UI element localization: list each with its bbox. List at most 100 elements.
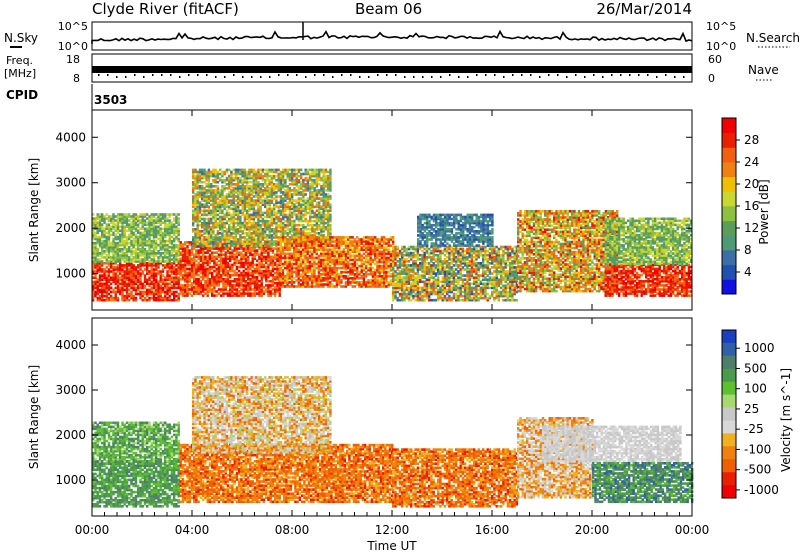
range-cell — [192, 180, 195, 184]
range-cell — [276, 278, 279, 281]
range-cell — [250, 185, 253, 188]
range-cell — [175, 268, 178, 271]
range-cell — [194, 174, 197, 178]
range-cell — [231, 249, 234, 252]
range-cell — [152, 250, 156, 253]
range-cell — [297, 168, 301, 172]
range-cell — [98, 260, 102, 263]
range-cell — [179, 251, 182, 254]
range-cell — [177, 280, 180, 284]
range-cell — [318, 223, 321, 227]
nave-point — [458, 76, 460, 78]
range-cell — [211, 247, 214, 250]
range-cell — [175, 227, 178, 231]
range-cell — [224, 284, 227, 287]
range-cell — [125, 237, 129, 241]
range-cell — [208, 278, 212, 281]
range-cell — [125, 274, 129, 277]
range-cell — [130, 260, 133, 263]
range-cell — [114, 282, 117, 286]
range-cell — [98, 270, 102, 273]
range-cell — [112, 223, 115, 226]
range-cell — [159, 254, 162, 257]
range-cell — [197, 278, 200, 281]
range-cell — [262, 259, 266, 263]
range-cell — [107, 270, 111, 273]
range-cell — [121, 213, 124, 216]
range-cell — [194, 185, 197, 188]
range-cell — [101, 262, 104, 265]
range-cell — [146, 217, 149, 220]
range-cell — [290, 252, 294, 256]
range-cell — [125, 215, 129, 218]
range-cell — [276, 271, 279, 275]
nave-point — [296, 74, 298, 76]
range-cell — [143, 215, 147, 218]
range-cell — [152, 294, 156, 298]
range-cell — [121, 250, 124, 253]
range-cell — [215, 271, 218, 275]
range-cell — [353, 285, 357, 288]
range-cell — [128, 223, 131, 226]
range-cell — [206, 288, 209, 291]
range-cell — [103, 298, 106, 302]
range-cell — [232, 172, 235, 176]
range-cell — [329, 242, 332, 245]
range-cell — [173, 245, 176, 249]
range-cell — [243, 232, 247, 235]
range-cell — [188, 292, 191, 295]
range-cell — [276, 282, 279, 285]
nsearch-tick-high: 10^5 — [706, 20, 736, 33]
range-cell — [128, 272, 131, 275]
range-cell — [311, 236, 314, 239]
range-cell — [228, 191, 231, 194]
range-cell — [267, 271, 270, 275]
range-cell — [247, 255, 250, 259]
range-cell — [356, 281, 359, 284]
range-cell — [152, 245, 156, 249]
range-cell — [139, 266, 142, 269]
range-cell — [152, 280, 156, 284]
range-cell — [216, 170, 220, 174]
range-cell — [114, 286, 117, 290]
range-cell — [175, 215, 178, 218]
range-cell — [155, 243, 158, 247]
range-cell — [320, 225, 323, 229]
range-cell — [130, 223, 133, 226]
range-cell — [143, 262, 147, 265]
range-cell — [116, 290, 120, 294]
range-cell — [181, 247, 185, 250]
range-cell — [231, 290, 234, 293]
range-cell — [288, 285, 291, 288]
range-cell — [125, 248, 129, 251]
range-cell — [240, 271, 243, 275]
range-cell — [284, 213, 287, 217]
range-cell — [175, 260, 178, 263]
range-cell — [208, 255, 212, 259]
range-cell — [190, 290, 194, 293]
range-cell — [159, 243, 162, 247]
nave-point — [431, 76, 433, 78]
range-cell — [125, 254, 129, 257]
range-cell — [123, 217, 126, 220]
range-cell — [247, 257, 250, 261]
range-cell — [166, 250, 169, 253]
range-cell — [284, 266, 287, 270]
range-cell — [288, 244, 291, 247]
range-cell — [143, 233, 147, 237]
range-cell — [313, 228, 316, 231]
range-cell — [119, 282, 122, 286]
range-cell — [134, 298, 138, 302]
range-cell — [186, 261, 189, 265]
range-cell — [159, 241, 162, 245]
range-cell — [134, 292, 138, 296]
range-cell — [121, 215, 124, 218]
range-cell — [268, 219, 271, 223]
range-cell — [224, 255, 227, 259]
range-cell — [220, 278, 223, 281]
range-cell — [101, 284, 104, 288]
range-cell — [155, 260, 158, 263]
range-cell — [121, 233, 124, 237]
range-cell — [125, 268, 129, 271]
range-cell — [226, 278, 230, 281]
